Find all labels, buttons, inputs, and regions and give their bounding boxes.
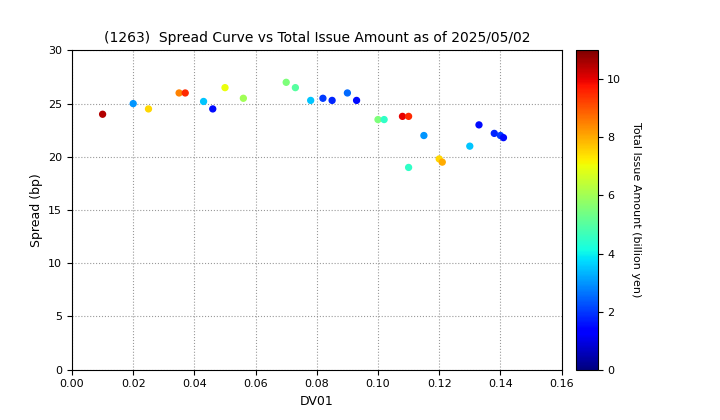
Point — [96, 111, 108, 118]
Point — [436, 159, 448, 165]
Point — [464, 143, 476, 150]
Point — [305, 97, 317, 104]
Point — [341, 89, 353, 96]
Point — [489, 130, 500, 137]
Point — [174, 89, 185, 96]
Point — [351, 97, 362, 104]
Point — [179, 89, 191, 96]
Point — [372, 116, 384, 123]
Point — [403, 164, 415, 171]
Point — [238, 95, 249, 102]
Title: (1263)  Spread Curve vs Total Issue Amount as of 2025/05/02: (1263) Spread Curve vs Total Issue Amoun… — [104, 31, 530, 45]
Y-axis label: Spread (bp): Spread (bp) — [30, 173, 42, 247]
Point — [219, 84, 230, 91]
Y-axis label: Total Issue Amount (billion yen): Total Issue Amount (billion yen) — [631, 122, 641, 298]
Point — [318, 95, 329, 102]
Point — [403, 113, 415, 120]
Point — [281, 79, 292, 86]
Point — [397, 113, 408, 120]
Point — [498, 134, 509, 141]
Point — [127, 100, 139, 107]
Point — [495, 132, 506, 139]
Point — [289, 84, 301, 91]
X-axis label: DV01: DV01 — [300, 395, 333, 408]
Point — [207, 105, 219, 112]
Point — [143, 105, 154, 112]
Point — [326, 97, 338, 104]
Point — [198, 98, 210, 105]
Point — [379, 116, 390, 123]
Point — [433, 155, 445, 162]
Point — [418, 132, 430, 139]
Point — [473, 121, 485, 128]
